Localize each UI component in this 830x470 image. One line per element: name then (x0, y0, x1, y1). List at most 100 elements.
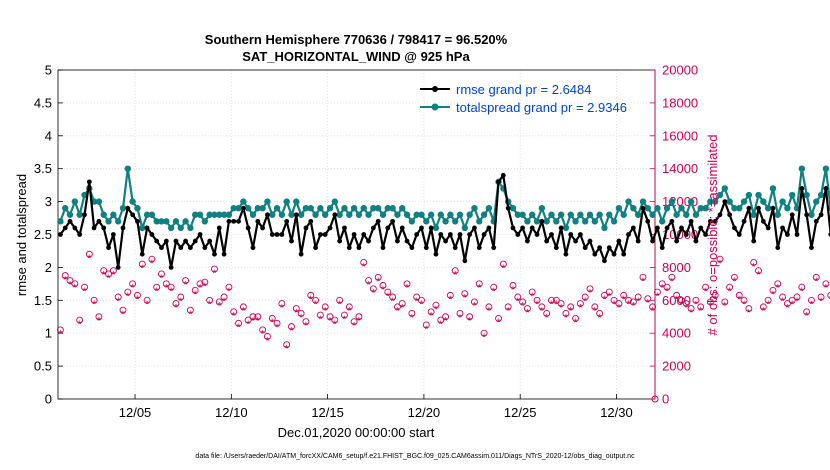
y-axis-left: 0 0.5 1 1.5 2 2.5 3 3.5 4 4.5 5 (34, 63, 63, 407)
rmse-point (395, 238, 400, 244)
obs-assimilated-point: * (424, 324, 428, 335)
obs-possible-point (292, 305, 300, 312)
spread-point (95, 198, 103, 205)
rmse-point (500, 172, 506, 178)
obs-assimilated-point: * (588, 288, 592, 299)
y2-tick-label: 18000 (662, 95, 698, 110)
obs-assimilated-point: * (708, 301, 712, 312)
obs-possible-point (321, 303, 329, 311)
obs-assimilated-point: * (140, 263, 144, 274)
obs-assimilated-point: * (776, 283, 780, 294)
obs-assimilated-point: * (222, 296, 226, 307)
obs-assimilated-point: * (198, 283, 202, 294)
obs-possible-point (485, 303, 493, 311)
obs-possible-point (90, 296, 98, 304)
spread-point (471, 204, 478, 212)
obs-assimilated-point: * (63, 275, 67, 286)
obs-assimilated-point: * (395, 306, 399, 317)
rmse-point (712, 218, 718, 224)
spread-point (731, 204, 738, 212)
spread-point (480, 211, 488, 218)
obs-possible-point (822, 280, 830, 288)
obs-possible-point (273, 319, 281, 327)
rmse-point (799, 186, 805, 191)
obs-assimilated-point: * (458, 313, 462, 324)
rmse-point (626, 232, 631, 237)
obs-assimilated-point: * (367, 280, 371, 291)
obs-possible-point (783, 300, 791, 308)
obs-assimilated-point: * (651, 306, 655, 317)
rmse-point (592, 251, 598, 257)
spread-point (66, 211, 74, 218)
rmse-point (269, 232, 275, 237)
spread-point (683, 211, 690, 218)
obs-assimilated-point: * (660, 283, 664, 294)
spread-point (408, 218, 416, 225)
spread-point (649, 211, 656, 218)
rmse-point (115, 265, 121, 270)
obs-possible-point (235, 319, 242, 327)
obs-possible-point (557, 300, 565, 308)
spread-point (774, 211, 781, 218)
legend-marker-rmse (432, 86, 438, 92)
spread-point (220, 211, 228, 218)
obs-assimilated-point: * (208, 300, 212, 311)
obs-assimilated-point: * (405, 283, 409, 294)
rmse-point (751, 238, 757, 244)
rmse-point (279, 232, 285, 237)
rmse-point (240, 205, 246, 211)
rmse-point (327, 225, 333, 231)
spread-point (350, 204, 358, 212)
obs-possible-point (446, 291, 454, 299)
rmse-point (342, 225, 347, 231)
y-tick-label: 4 (45, 128, 52, 143)
spread-point (697, 204, 704, 212)
spread-point (143, 211, 151, 218)
obs-possible-point (182, 277, 190, 285)
obs-possible-point (533, 296, 541, 304)
obs-possible-point (249, 313, 257, 321)
obs-assimilated-point: * (511, 285, 515, 296)
rmse-point (732, 225, 737, 231)
spread-point (654, 204, 661, 212)
obs-assimilated-point: * (261, 329, 265, 340)
spread-point (134, 204, 141, 212)
obs-possible-point (514, 293, 522, 301)
obs-assimilated-point: * (607, 291, 611, 302)
rmse-point (207, 238, 213, 244)
obs-possible-point (552, 296, 560, 304)
obs-possible-point (316, 311, 324, 319)
rmse-point (611, 251, 617, 257)
spread-point (543, 218, 550, 225)
rmse-point (173, 238, 179, 244)
rmse-point (399, 225, 405, 231)
chart-subtitle: SAT_HORIZONTAL_WIND @ 925 hPa (242, 49, 470, 64)
obs-possible-point (817, 293, 825, 301)
spread-point (182, 218, 189, 225)
obs-edge-point (651, 395, 659, 403)
spread-point (784, 204, 791, 212)
obs-possible-point (95, 313, 103, 321)
obs-possible-point (572, 314, 580, 322)
obs-possible-point (812, 273, 820, 281)
spread-point (634, 211, 642, 218)
obs-possible-point (263, 333, 271, 340)
rmse-point (221, 251, 227, 257)
obs-possible-point (312, 296, 320, 304)
y-tick-label: 0.5 (34, 359, 52, 374)
legend-label-spread: totalspread grand pr = 2.9346 (456, 100, 627, 115)
spread-point (62, 204, 69, 212)
obs-possible-point (398, 300, 406, 308)
rmse-point (337, 238, 343, 244)
obs-possible-point (418, 296, 425, 304)
obs-possible-point (726, 283, 734, 291)
spread-point (331, 198, 339, 205)
spread-point (817, 191, 825, 199)
obs-possible-point (148, 255, 156, 263)
obs-possible-point (586, 285, 594, 293)
obs-possible-point (124, 288, 132, 296)
obs-count-markers: ** * ******* * ************ ******* **** ******… (56, 250, 830, 403)
obs-assimilated-point: * (766, 300, 770, 311)
rmse-point (602, 258, 607, 264)
obs-assimilated-point: * (83, 286, 87, 297)
